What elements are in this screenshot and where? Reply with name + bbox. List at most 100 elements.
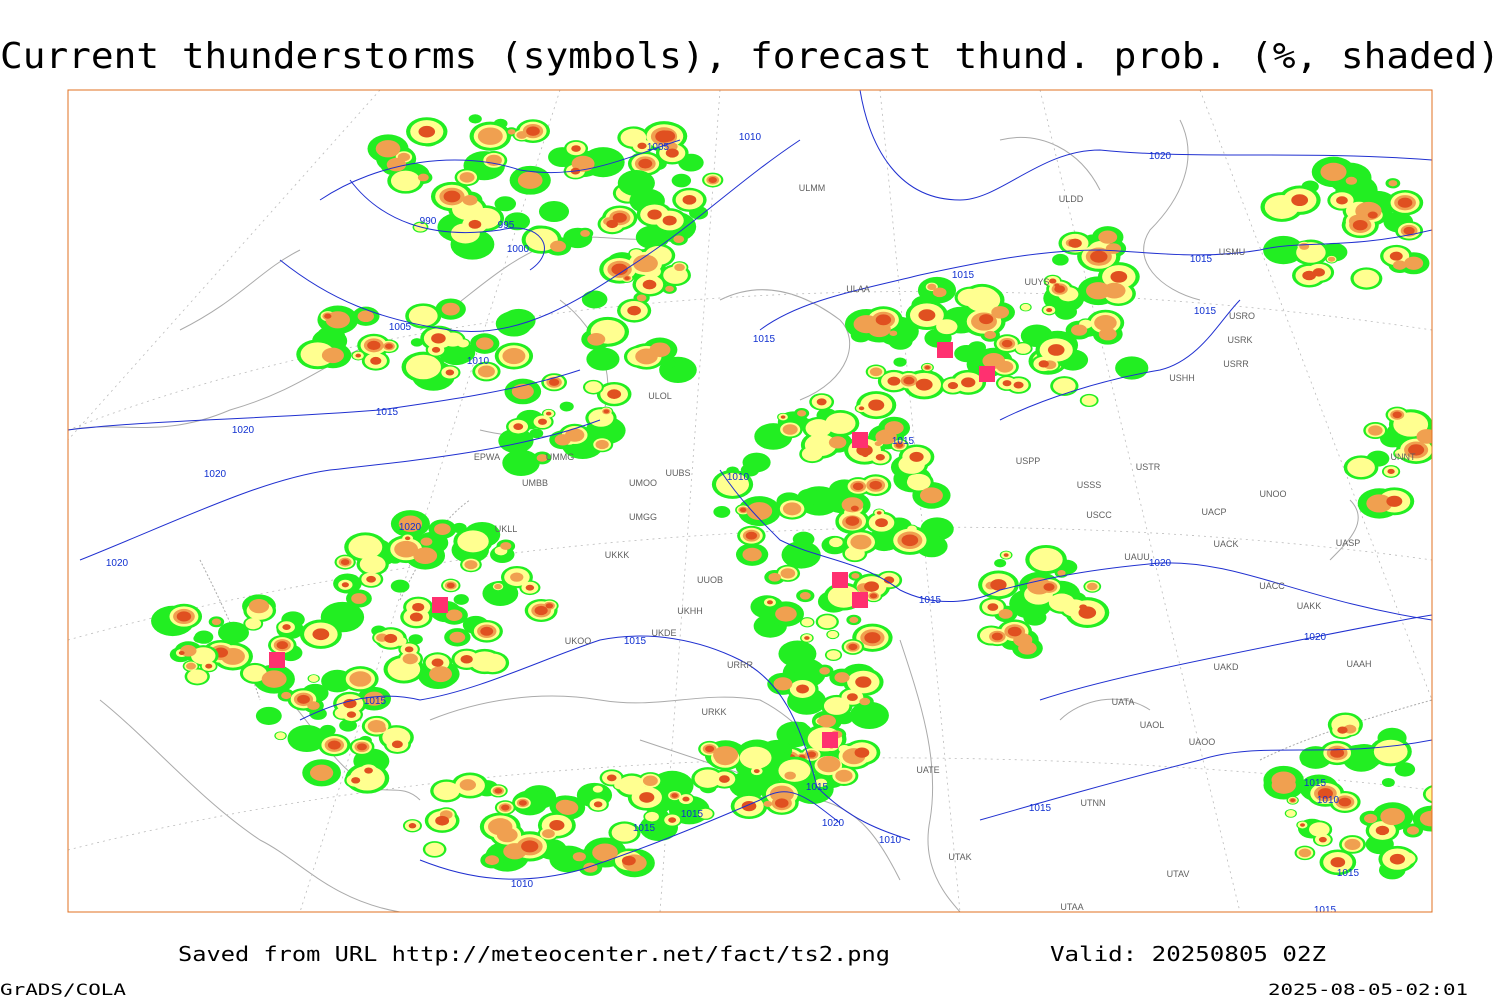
isobar-label: 1015	[806, 782, 829, 793]
isobar-label: 1005	[389, 322, 412, 333]
storm-blob	[501, 804, 510, 811]
storm-blob	[796, 684, 809, 694]
storm-blob	[538, 418, 547, 425]
storm-blob	[1047, 344, 1065, 356]
storm-blob	[797, 488, 821, 506]
storm-blob	[827, 630, 839, 639]
storm-blob	[592, 785, 603, 793]
storm-blob	[1071, 324, 1088, 336]
storm-blob	[996, 360, 1014, 373]
storm-blob	[248, 599, 270, 614]
storm-blob	[903, 376, 915, 385]
isobar-label: 1015	[1194, 306, 1217, 317]
storm-blob	[351, 777, 361, 784]
storm-blob	[663, 266, 688, 284]
storm-blob	[792, 721, 809, 733]
storm-blob	[587, 332, 606, 346]
storm-blob	[431, 333, 446, 344]
storm-blob	[545, 411, 552, 416]
storm-blob	[1380, 807, 1405, 826]
storm-blob	[668, 817, 677, 823]
storm-blob	[1285, 810, 1296, 817]
storm-blob	[638, 158, 653, 169]
storm-blob	[1397, 197, 1413, 208]
storm-blob	[775, 606, 797, 622]
storm-blob	[1079, 604, 1088, 610]
station-label: UUBS	[665, 468, 690, 478]
storm-blob	[586, 347, 620, 371]
storm-blob	[603, 409, 610, 414]
storm-blob	[729, 770, 769, 799]
storm-blob	[773, 677, 793, 691]
station-label: USSS	[1077, 480, 1102, 490]
storm-blob	[382, 727, 411, 748]
storm-blob	[1300, 823, 1305, 827]
storm-blob	[516, 131, 528, 139]
storm-blob	[698, 808, 713, 819]
storm-blob	[1393, 260, 1407, 270]
storm-blob	[1264, 195, 1299, 219]
storm-blob	[502, 449, 540, 477]
storm-blob	[321, 669, 354, 693]
storm-blob	[434, 523, 451, 535]
storm-blob	[1318, 836, 1327, 843]
map-title: Current thunderstorms (symbols), forecas…	[0, 36, 1500, 77]
storm-blob	[1403, 226, 1415, 235]
isobar-label: 1015	[892, 436, 915, 447]
storm-blob	[193, 634, 206, 643]
storm-blob	[211, 618, 222, 626]
storm-blob	[895, 442, 904, 448]
storm-blob	[402, 653, 418, 665]
storm-blob	[627, 305, 641, 316]
storm-blob	[343, 698, 357, 709]
storm-blob	[412, 602, 425, 612]
storm-blob	[665, 285, 674, 292]
storm-blob	[187, 669, 208, 684]
storm-blob	[255, 706, 282, 725]
isobar-label: 1005	[647, 142, 670, 153]
storm-blob	[549, 820, 565, 831]
storm-blob	[868, 399, 885, 411]
storm-blob	[1368, 425, 1383, 436]
storm-blob	[359, 555, 386, 574]
station-label: UTAK	[948, 852, 971, 862]
station-label: UASP	[1336, 538, 1361, 548]
storm-blob	[370, 356, 382, 365]
isobar-label: 1020	[232, 425, 255, 436]
storm-blob	[1317, 788, 1333, 799]
storm-blob	[708, 177, 717, 183]
storm-blob	[887, 376, 901, 386]
storm-blob	[1013, 381, 1024, 389]
storm-blob	[835, 769, 853, 782]
storm-blob	[538, 201, 570, 223]
storm-blob	[804, 636, 810, 640]
station-label: UMOO	[629, 478, 657, 488]
storm-blob	[1103, 282, 1126, 299]
storm-blob	[435, 815, 450, 826]
storm-blob	[281, 691, 292, 700]
storm-blob	[375, 140, 401, 158]
storm-blob	[1367, 211, 1378, 219]
storm-blob	[1382, 746, 1397, 756]
storm-blob	[480, 626, 494, 636]
storm-blob	[341, 582, 349, 588]
storm-blob	[1086, 582, 1098, 591]
isobar-label: 1015	[1190, 254, 1213, 265]
storm-blob	[507, 129, 516, 135]
station-label: USRK	[1227, 335, 1252, 345]
storm-blob	[581, 290, 608, 309]
storm-blob	[398, 515, 423, 532]
storm-blob	[991, 632, 1003, 641]
storm-blob	[805, 419, 832, 438]
station-label: ULAA	[846, 284, 870, 294]
isobar-label: 1015	[624, 636, 647, 647]
storm-blob	[965, 286, 999, 310]
storm-blob	[674, 263, 685, 272]
storm-blob	[355, 353, 362, 358]
storm-blob	[823, 697, 850, 715]
storm-blob	[606, 774, 617, 782]
storm-blob	[468, 114, 482, 124]
storm-blob	[816, 398, 827, 406]
storm-blob	[340, 559, 350, 566]
station-label: UACC	[1259, 581, 1285, 591]
